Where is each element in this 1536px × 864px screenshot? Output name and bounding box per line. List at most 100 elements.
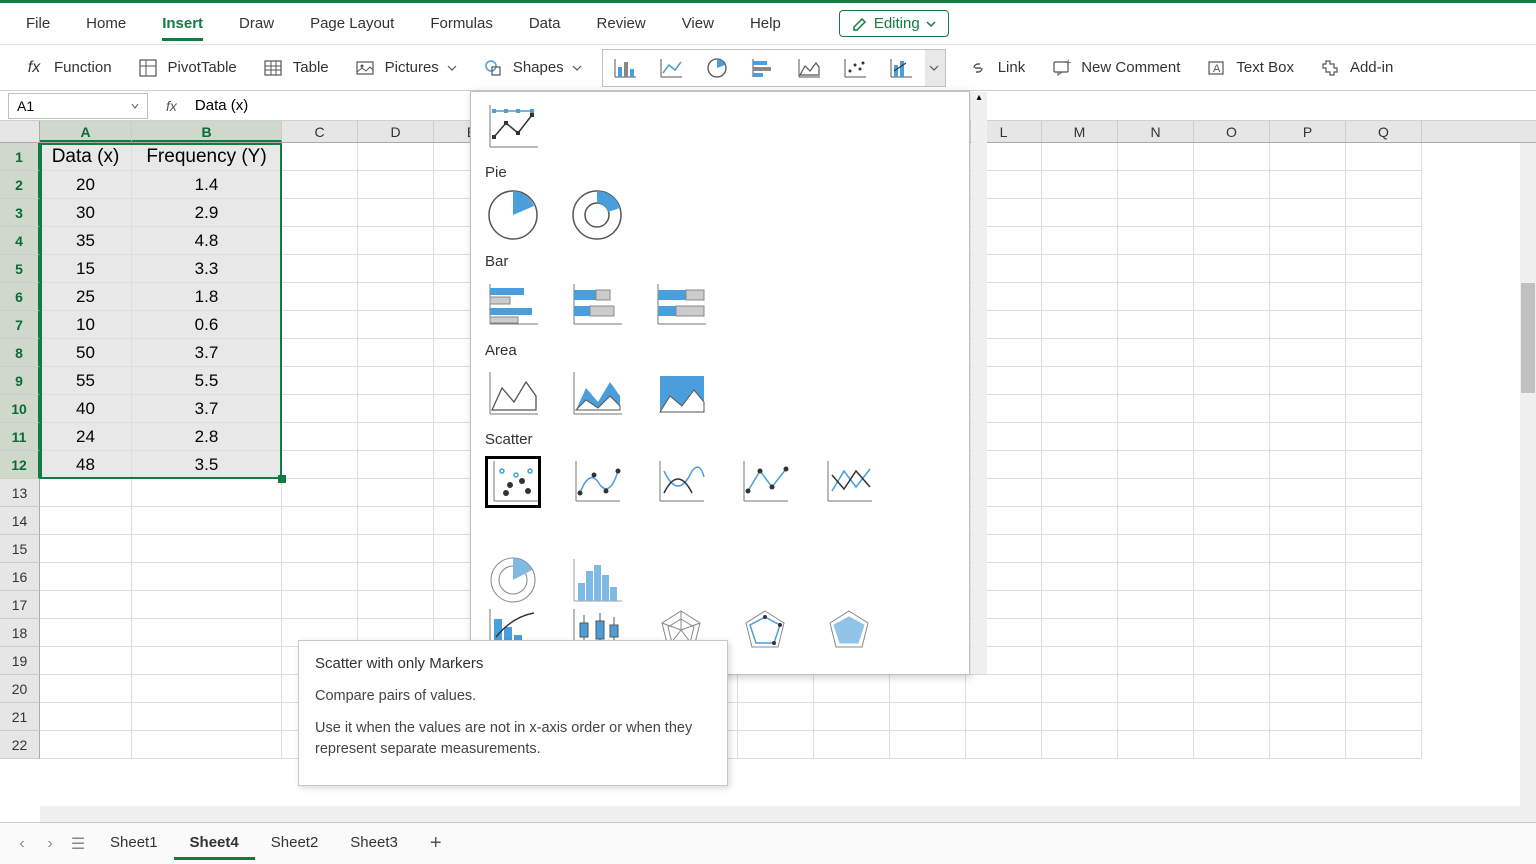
cell[interactable] <box>1194 507 1270 535</box>
cell[interactable] <box>40 731 132 759</box>
cell[interactable] <box>358 255 434 283</box>
cell[interactable] <box>358 535 434 563</box>
cell[interactable] <box>1118 199 1194 227</box>
cell[interactable]: 2.9 <box>132 199 282 227</box>
cell[interactable] <box>1194 339 1270 367</box>
cell[interactable] <box>1042 563 1118 591</box>
cell[interactable]: 2.8 <box>132 423 282 451</box>
cell[interactable] <box>282 311 358 339</box>
cell[interactable] <box>1118 227 1194 255</box>
cell[interactable] <box>738 675 814 703</box>
cell[interactable] <box>132 731 282 759</box>
cell[interactable] <box>132 507 282 535</box>
area-thumb[interactable] <box>485 367 541 419</box>
cell[interactable] <box>40 619 132 647</box>
cell[interactable] <box>358 367 434 395</box>
other-chart-button[interactable] <box>879 50 925 86</box>
cell[interactable] <box>1194 171 1270 199</box>
scatter-smooth-markers-thumb[interactable] <box>569 456 625 508</box>
function-button[interactable]: fx Function <box>12 52 122 84</box>
cell[interactable] <box>358 395 434 423</box>
cell[interactable] <box>282 255 358 283</box>
row-header[interactable]: 12 <box>0 451 40 479</box>
cell[interactable] <box>282 143 358 171</box>
column-header[interactable]: Q <box>1346 121 1422 142</box>
stacked100-bar-thumb[interactable] <box>653 278 709 330</box>
cell[interactable]: 40 <box>40 395 132 423</box>
row-header[interactable]: 8 <box>0 339 40 367</box>
cell[interactable] <box>1118 311 1194 339</box>
cell[interactable] <box>282 199 358 227</box>
cell[interactable]: 0.6 <box>132 311 282 339</box>
cell[interactable]: 1.4 <box>132 171 282 199</box>
cell[interactable]: 3.7 <box>132 395 282 423</box>
column-header[interactable]: A <box>40 121 132 142</box>
new-comment-button[interactable]: + New Comment <box>1039 52 1190 84</box>
cell[interactable] <box>282 339 358 367</box>
cell[interactable] <box>1042 619 1118 647</box>
cell[interactable] <box>814 675 890 703</box>
clustered-bar-thumb[interactable] <box>485 278 541 330</box>
cell[interactable] <box>1042 171 1118 199</box>
cell[interactable] <box>358 171 434 199</box>
cell[interactable] <box>358 311 434 339</box>
cell[interactable]: 20 <box>40 171 132 199</box>
cell[interactable] <box>40 479 132 507</box>
cell[interactable]: 3.7 <box>132 339 282 367</box>
cell[interactable] <box>1270 619 1346 647</box>
cell[interactable] <box>1194 311 1270 339</box>
pie-thumb[interactable] <box>485 189 541 241</box>
cell[interactable] <box>1270 451 1346 479</box>
cell[interactable] <box>1346 703 1422 731</box>
cell[interactable] <box>966 675 1042 703</box>
cell[interactable]: 3.3 <box>132 255 282 283</box>
cell[interactable] <box>1346 367 1422 395</box>
shapes-button[interactable]: Shapes <box>471 52 592 84</box>
addin-button[interactable]: Add-in <box>1308 52 1403 84</box>
cell[interactable] <box>1194 591 1270 619</box>
column-header[interactable]: B <box>132 121 282 142</box>
cell[interactable] <box>1346 479 1422 507</box>
histogram-thumb[interactable] <box>569 554 625 606</box>
cell[interactable] <box>814 703 890 731</box>
cell[interactable] <box>1194 535 1270 563</box>
cell[interactable] <box>1194 395 1270 423</box>
cell[interactable] <box>1270 731 1346 759</box>
cell[interactable]: 50 <box>40 339 132 367</box>
cell[interactable] <box>358 563 434 591</box>
cell[interactable] <box>1194 675 1270 703</box>
cell[interactable] <box>1346 423 1422 451</box>
line-chart-button[interactable] <box>649 50 695 86</box>
cell[interactable] <box>1118 143 1194 171</box>
cell[interactable] <box>890 675 966 703</box>
cell[interactable]: 10 <box>40 311 132 339</box>
cell[interactable] <box>1346 619 1422 647</box>
cell[interactable] <box>1270 395 1346 423</box>
cell[interactable] <box>1194 199 1270 227</box>
cell[interactable] <box>358 227 434 255</box>
cell[interactable] <box>358 479 434 507</box>
column-header[interactable]: M <box>1042 121 1118 142</box>
cell[interactable] <box>1042 675 1118 703</box>
cell[interactable] <box>1042 143 1118 171</box>
cell[interactable]: 4.8 <box>132 227 282 255</box>
sheet-tab[interactable]: Sheet1 <box>94 828 174 860</box>
stacked100-area-thumb[interactable] <box>653 367 709 419</box>
radar-markers-thumb[interactable] <box>737 604 793 656</box>
cell[interactable] <box>966 731 1042 759</box>
ribbon-tab-data[interactable]: Data <box>511 3 579 45</box>
cell[interactable] <box>1042 479 1118 507</box>
scatter-chart-button[interactable] <box>833 50 879 86</box>
cell[interactable] <box>40 563 132 591</box>
cell[interactable] <box>282 283 358 311</box>
cell[interactable] <box>1270 703 1346 731</box>
scatter-lines-thumb[interactable] <box>821 456 877 508</box>
cell[interactable] <box>282 507 358 535</box>
cell[interactable] <box>132 535 282 563</box>
table-button[interactable]: Table <box>251 52 339 84</box>
cell[interactable] <box>1118 535 1194 563</box>
cell[interactable] <box>1118 171 1194 199</box>
cell[interactable] <box>1346 227 1422 255</box>
cell[interactable] <box>1118 563 1194 591</box>
cell[interactable] <box>1194 255 1270 283</box>
